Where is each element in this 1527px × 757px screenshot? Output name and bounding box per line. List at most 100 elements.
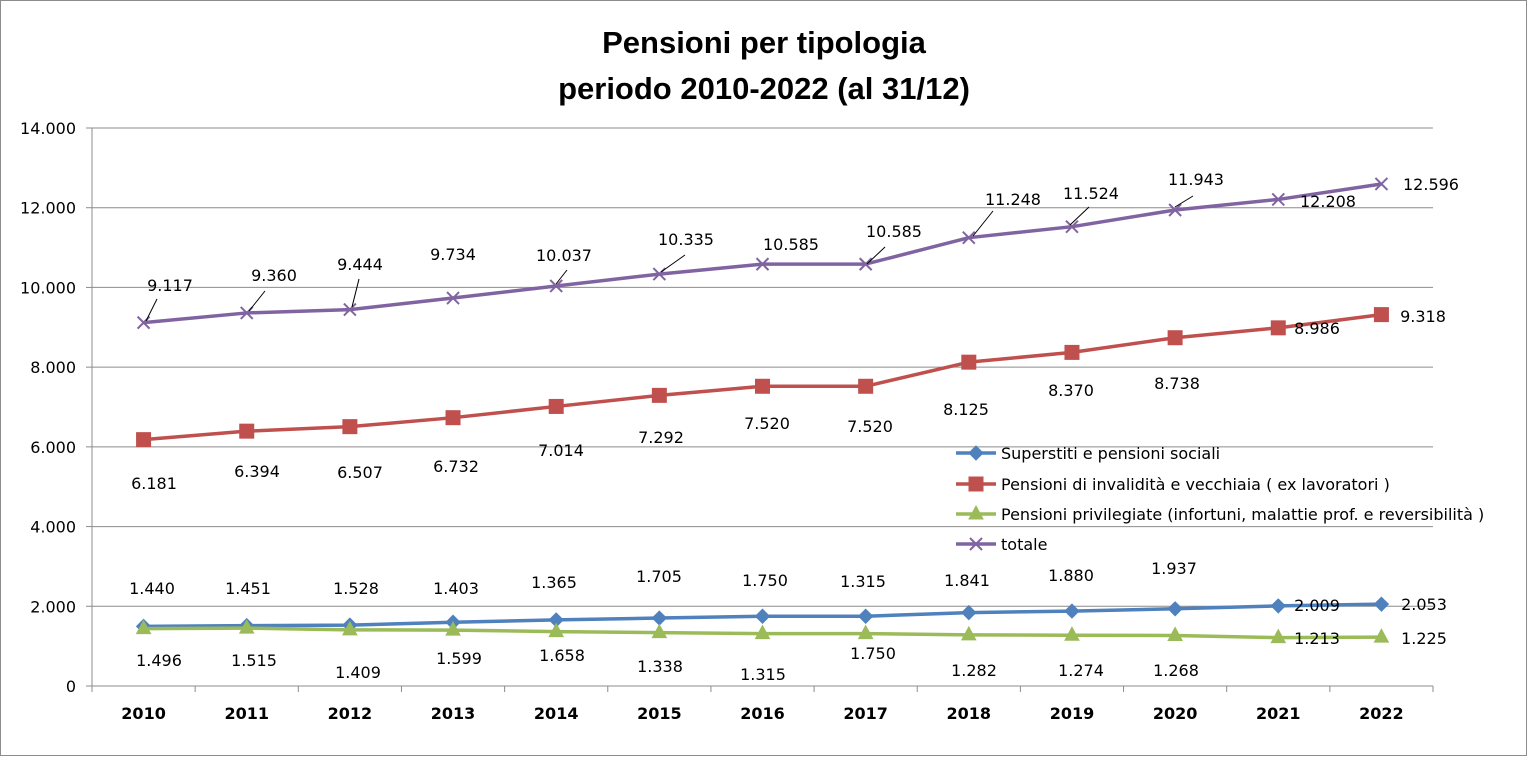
data-point-diamond [961,604,977,621]
data-point-square [445,410,461,426]
data-label: 8.370 [1048,381,1094,400]
series-2 [135,619,1390,644]
y-tick-label: 8.000 [30,358,76,377]
data-point-triangle [238,619,255,634]
x-tick-label: 2020 [1153,704,1198,723]
data-label: 1.937 [1151,559,1197,578]
data-label: 1.451 [225,579,271,598]
data-label: 1.750 [742,571,788,590]
label-leader-line [972,210,994,237]
chart-title: Pensioni per tipologia periodo 2010-2022… [558,25,970,106]
data-label: 10.037 [536,246,592,265]
chart-title-line-1: Pensioni per tipologia [602,25,927,60]
legend-item: totale [956,535,1047,554]
data-label: 11.943 [1168,170,1224,189]
data-point-square [968,476,984,492]
data-point-diamond [857,608,874,624]
x-tick-label: 2017 [843,704,888,723]
data-point-triangle [1167,626,1183,641]
legend-label: totale [1001,535,1047,554]
data-label: 7.292 [638,428,684,447]
legend-label: Pensioni privilegiate (infortuni, malatt… [1001,505,1484,524]
y-tick-label: 10.000 [20,278,76,297]
data-label: 1.315 [740,665,786,684]
data-point-triangle [342,620,358,636]
data-point-diamond [754,608,771,624]
data-point-triangle [548,622,565,638]
y-tick-label: 4.000 [30,518,76,537]
data-point-x [549,279,563,293]
data-label: 9.318 [1400,307,1446,326]
series-layer [135,177,1390,644]
data-point-x [343,302,357,317]
data-label: 11.524 [1063,184,1119,203]
x-tick-label: 2021 [1256,704,1301,723]
data-point-triangle [1373,628,1390,643]
data-label: 1.409 [335,663,381,682]
y-tick-labels: 0 2.000 4.000 6.000 8.000 10.000 12.000 14.000 [20,119,76,696]
data-point-triangle [1064,626,1080,641]
x-tick-label: 2019 [1050,704,1095,723]
data-label: 1.440 [129,579,175,598]
x-tick-labels: 2010 2011 2012 2013 2014 2015 2016 2017 2018 2019… [121,704,1403,723]
data-point-diamond [1270,598,1286,614]
data-label: 9.117 [147,276,193,295]
label-leader-line [248,290,266,312]
data-point-x [1271,192,1285,207]
data-label: 8.125 [943,400,989,419]
x-tick-label: 2016 [740,704,785,723]
label-leader-line [351,278,360,308]
data-point-diamond [1373,596,1390,612]
data-label: 2.053 [1401,595,1447,614]
data-label: 1.880 [1048,566,1094,585]
data-label: 8.986 [1294,319,1340,338]
x-tick-label: 2012 [328,704,373,723]
data-label: 9.444 [337,255,383,274]
data-point-square [1167,330,1183,346]
x-tick-label: 2015 [637,704,682,723]
y-tick-label: 0 [66,677,76,696]
data-label: 10.335 [658,230,714,249]
data-point-triangle [651,623,668,639]
label-leader-line [660,254,686,273]
data-label: 1.268 [1153,661,1199,680]
legend-label: Superstiti e pensioni sociali [1001,444,1220,463]
data-label: 10.585 [866,222,922,241]
data-label: 1.515 [231,651,277,670]
series-1 [136,307,1389,448]
data-label: 1.274 [1058,661,1104,680]
data-label: 1.365 [531,573,577,592]
data-label: 10.585 [763,235,819,254]
x-tick-label: 2011 [224,704,269,723]
legend: Superstiti e pensioni sociali Pensioni di… [956,444,1484,554]
data-point-diamond [1064,603,1080,619]
data-point-x [858,257,873,271]
data-point-square [1064,344,1080,360]
y-tick-label: 6.000 [30,438,76,457]
data-label: 7.520 [847,417,893,436]
data-label: 11.248 [985,190,1041,209]
data-label: 6.181 [131,474,177,493]
y-tick-label: 12.000 [20,199,76,218]
data-point-x [1168,203,1182,217]
label-leader-line [1069,206,1090,226]
data-label: 1.315 [840,572,886,591]
data-label: 1.282 [951,661,997,680]
data-point-square [858,378,874,394]
data-label: 1.599 [436,649,482,668]
data-label: 2.009 [1294,596,1340,615]
data-label: 1.338 [637,657,683,676]
data-point-triangle [754,624,771,640]
data-point-triangle [135,619,152,635]
data-point-square [1373,307,1389,323]
label-leader-line [555,269,568,285]
data-point-square [961,354,977,370]
data-point-x [1374,177,1389,191]
data-label: 1.750 [850,644,896,663]
gridlines [92,127,1433,607]
data-label: 9.734 [430,245,476,264]
data-point-triangle [960,625,977,641]
x-tick-label: 2013 [431,704,476,723]
data-point-square [239,423,255,439]
